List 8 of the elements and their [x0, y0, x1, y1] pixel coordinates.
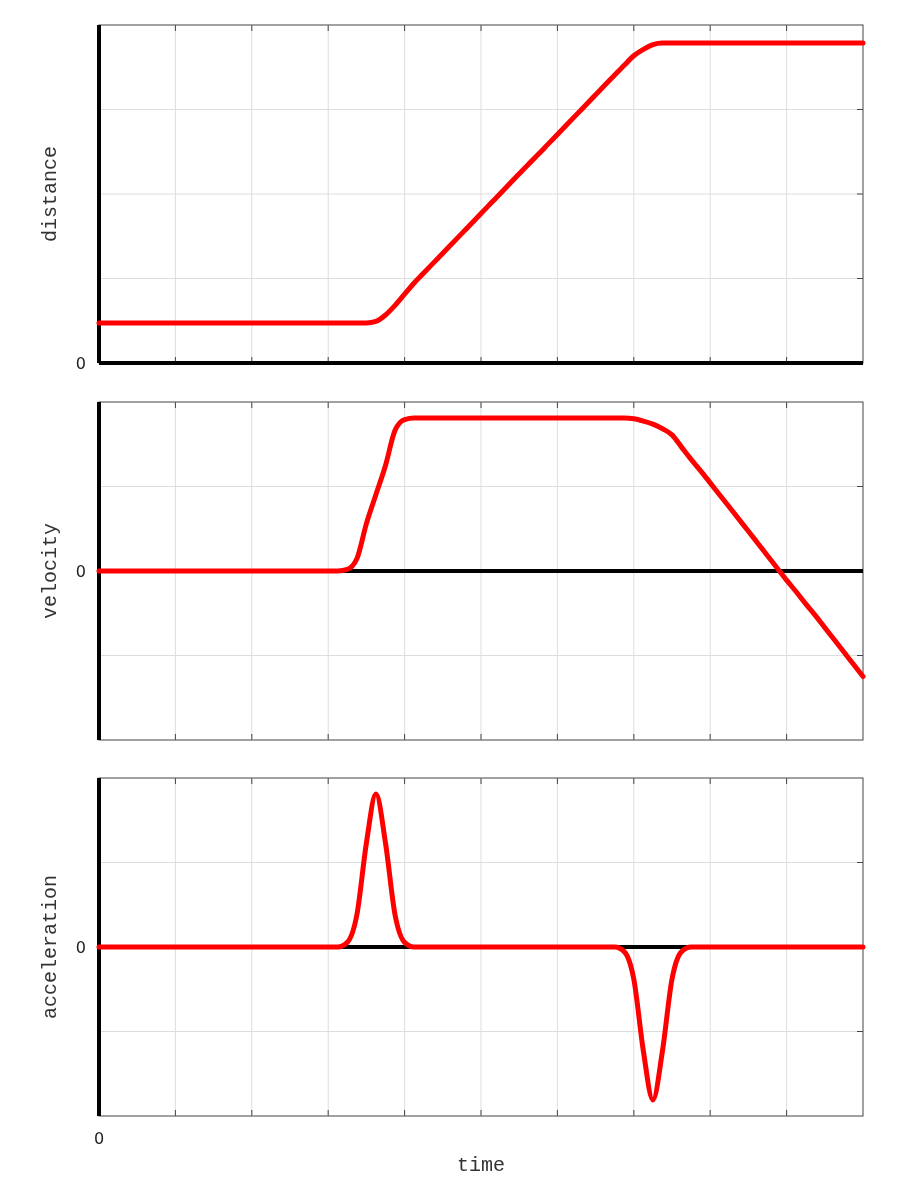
x-axis-title: time — [456, 1154, 506, 1177]
ref-line-label: 0 — [75, 561, 86, 581]
text: 0 — [93, 1129, 105, 1148]
y-axis-title: velocity — [39, 522, 62, 620]
ref-line-label: 0 — [75, 937, 86, 957]
y-axis-title: acceleration — [39, 874, 62, 1020]
y-axis-title: distance — [39, 145, 62, 243]
ref-line-label: 0 — [75, 353, 86, 373]
